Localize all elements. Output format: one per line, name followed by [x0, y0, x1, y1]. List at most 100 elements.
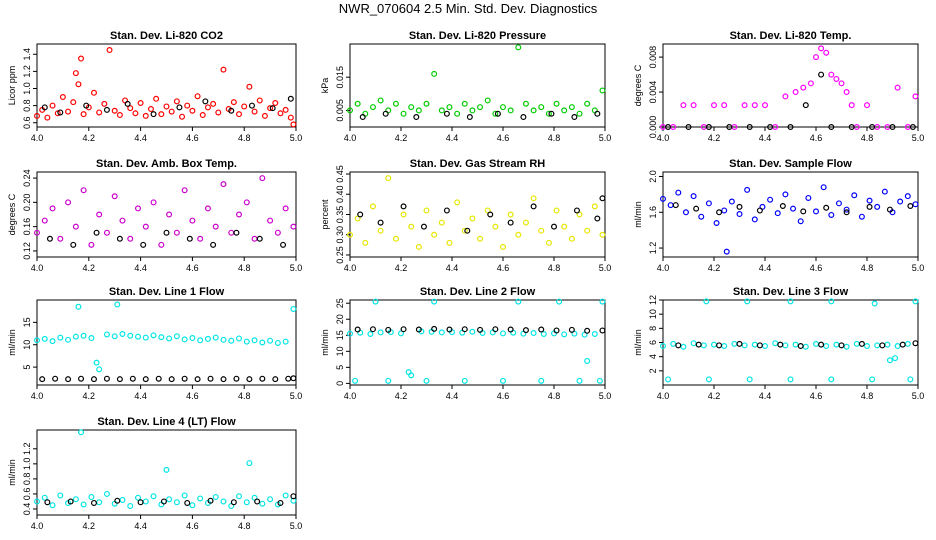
data-point-series-2	[39, 376, 46, 383]
data-point-series-1	[158, 334, 165, 341]
data-point-series-1	[150, 332, 157, 339]
data-point-series-1	[762, 102, 769, 109]
data-point-series-2	[443, 110, 450, 117]
data-point-series-2	[909, 123, 916, 130]
data-point-series-1	[142, 223, 149, 230]
data-point-series-2	[233, 375, 240, 382]
data-point-series-2	[290, 493, 297, 500]
chart-panel-5: Stan. Dev. Gas Stream RH percent 4.0 4.2 4.4…	[320, 158, 612, 273]
x-tick-label: 4.4	[134, 521, 147, 531]
data-point-series-1	[904, 340, 911, 347]
y-axis-label: ml/min	[7, 459, 17, 486]
data-point-series-2	[431, 325, 438, 332]
data-point-series-1	[173, 229, 180, 236]
data-point-series-1	[591, 203, 598, 210]
data-point-series-2	[767, 123, 774, 130]
data-point-series-1	[212, 493, 219, 500]
data-point-series-1	[805, 194, 812, 201]
data-point-series-1	[576, 110, 583, 117]
data-point-series-1	[135, 494, 142, 501]
data-point-series-2	[233, 229, 240, 236]
data-point-series-2	[672, 202, 679, 209]
data-point-series-1	[438, 219, 445, 226]
data-point-series-1	[197, 235, 204, 242]
data-point-series-1	[65, 336, 72, 343]
data-point-series-2	[357, 211, 364, 218]
data-point-series-1	[212, 223, 219, 230]
data-point-series-1	[116, 112, 123, 119]
data-point-series-2	[272, 376, 279, 383]
data-point-series-1	[137, 100, 144, 107]
data-point-series-1	[881, 188, 888, 195]
data-point-series-2	[78, 375, 85, 382]
x-tick-label: 4.0	[31, 391, 44, 401]
y-tick-label: 2	[648, 368, 658, 373]
plot-frame	[349, 43, 606, 128]
data-point-series-1	[119, 330, 126, 337]
y-tick-label: 5	[22, 365, 32, 370]
data-point-series-1	[823, 343, 830, 350]
data-point-series-1	[744, 298, 751, 305]
data-point-series-2	[571, 114, 578, 121]
data-point-series-1	[807, 80, 814, 87]
data-point-series-1	[41, 217, 48, 224]
data-point-series-1	[790, 205, 797, 212]
data-point-series-1	[568, 235, 575, 242]
x-tick-label: 4.6	[497, 133, 510, 143]
data-point-series-1	[103, 331, 110, 338]
y-tick-label: 10	[335, 346, 345, 356]
data-point-series-1	[88, 493, 95, 500]
data-point-series-1	[267, 217, 274, 224]
data-point-series-2	[736, 340, 743, 347]
data-point-series-1	[469, 328, 476, 335]
data-point-series-1	[236, 211, 243, 218]
data-point-series-1	[111, 107, 118, 114]
data-point-series-1	[820, 184, 827, 191]
data-point-series-1	[782, 93, 789, 100]
x-tick-label: 4.8	[548, 263, 561, 273]
data-point-series-1	[892, 355, 899, 362]
data-point-series-1	[210, 100, 217, 107]
data-point-series-1	[599, 231, 606, 238]
data-point-series-1	[236, 493, 243, 500]
data-point-series-1	[767, 196, 774, 203]
data-point-series-1	[561, 107, 568, 114]
x-tick-label: 4.8	[861, 263, 874, 273]
data-point-series-2	[777, 341, 784, 348]
data-point-series-1	[372, 298, 379, 305]
data-point-series-1	[93, 359, 100, 366]
data-point-series-2	[280, 241, 287, 248]
data-point-series-1	[397, 330, 404, 337]
data-point-series-2	[129, 375, 136, 382]
y-tick-label: 4	[648, 354, 658, 359]
data-point-series-2	[246, 376, 253, 383]
page-title: NWR_070604 2.5 Min. Std. Dev. Diagnostic…	[338, 1, 598, 16]
chart-title: Stan. Dev. Li-820 Temp.	[730, 30, 852, 42]
data-point-series-2	[377, 219, 384, 226]
data-point-series-1	[377, 329, 384, 336]
data-point-series-1	[576, 377, 583, 384]
data-point-series-1	[153, 95, 160, 102]
data-point-series-2	[140, 241, 147, 248]
data-point-series-1	[446, 104, 453, 111]
data-point-series-1	[127, 502, 134, 509]
x-tick-label: 5.0	[599, 263, 612, 273]
y-tick-label: 0.8	[22, 99, 32, 112]
data-point-series-1	[561, 223, 568, 230]
data-point-series-1	[96, 109, 103, 116]
data-point-series-1	[858, 213, 865, 220]
data-point-series-2	[800, 208, 807, 215]
data-point-series-2	[907, 202, 914, 209]
data-point-series-1	[369, 104, 376, 111]
data-point-series-1	[477, 104, 484, 111]
data-point-series-2	[492, 326, 499, 333]
data-point-series-1	[874, 342, 881, 349]
data-point-series-1	[287, 114, 294, 121]
data-point-series-1	[886, 357, 893, 364]
data-point-series-1	[431, 298, 438, 305]
chart-title: Stan. Dev. Li-820 CO2	[110, 30, 223, 42]
x-tick-label: 4.4	[446, 133, 459, 143]
data-point-series-1	[553, 100, 560, 107]
data-point-series-1	[584, 100, 591, 107]
data-point-series-1	[41, 335, 48, 342]
